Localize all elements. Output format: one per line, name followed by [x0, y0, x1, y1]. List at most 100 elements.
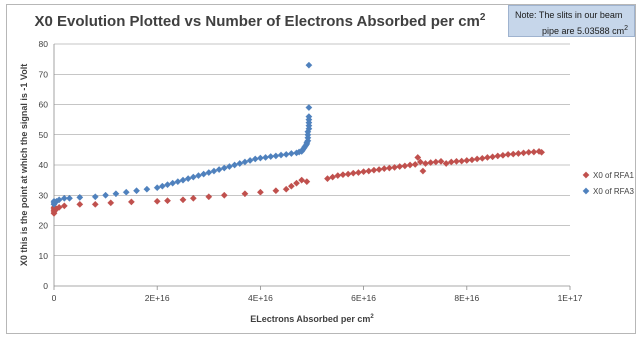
data-point	[339, 171, 347, 179]
data-point	[179, 196, 187, 204]
data-point	[414, 154, 422, 161]
legend-layer: X0 of RFA1 X0 of RFA3	[582, 171, 634, 196]
data-point	[458, 157, 466, 165]
data-point	[287, 150, 295, 157]
data-point	[385, 164, 393, 172]
data-point	[504, 151, 512, 158]
data-point	[499, 151, 507, 159]
data-point	[55, 203, 63, 211]
chart-frame	[6, 4, 636, 334]
x-tick-label: 2E+16	[145, 293, 170, 303]
data-point	[416, 158, 424, 166]
chart-title-text: X0 Evolution Plotted vs Number of Electr…	[34, 13, 480, 30]
data-point	[282, 185, 290, 193]
data-point	[272, 152, 280, 160]
chart-title: X0 Evolution Plotted vs Number of Electr…	[0, 12, 520, 30]
data-point	[355, 169, 362, 176]
data-point	[127, 198, 135, 206]
data-point	[530, 148, 538, 156]
y-axis-title: X0 this is the point at which the signal…	[19, 64, 29, 266]
note-line-2: pipe are 5.03588 cm	[542, 26, 625, 36]
data-point	[360, 168, 368, 176]
series-1	[50, 147, 546, 217]
series-layer	[50, 61, 546, 217]
data-point	[246, 157, 254, 164]
legend-marker	[582, 171, 590, 179]
data-point	[112, 190, 120, 198]
data-point	[122, 188, 130, 196]
data-point	[60, 202, 68, 210]
data-point	[525, 148, 533, 156]
legend-label: X0 of RFA1	[593, 171, 634, 180]
data-point	[489, 153, 497, 161]
data-point	[205, 193, 213, 201]
data-point	[473, 155, 481, 163]
data-point	[158, 182, 166, 190]
data-point	[215, 166, 223, 173]
y-tick-label: 80	[39, 39, 49, 49]
data-point	[509, 150, 517, 158]
data-point	[189, 173, 197, 181]
x-axis-title-superscript: 2	[370, 314, 374, 320]
data-point	[164, 197, 171, 205]
data-point	[411, 160, 419, 168]
data-point	[375, 166, 383, 173]
y-tick-label: 0	[43, 281, 48, 291]
x-tick-label: 1E+17	[558, 293, 583, 303]
data-point	[251, 155, 259, 163]
y-tick-label: 10	[39, 251, 49, 261]
data-point	[205, 169, 213, 176]
data-point	[153, 197, 161, 205]
data-point	[60, 194, 68, 202]
y-tick-label: 70	[39, 69, 49, 79]
data-point	[143, 185, 151, 193]
data-point	[164, 181, 171, 189]
data-point	[298, 176, 306, 184]
data-point	[236, 160, 244, 167]
data-point	[432, 158, 440, 166]
x-axis-title: ELectrons Absorbed per cm2	[250, 314, 374, 324]
note-line-2-wrapper: pipe are 5.03588 cm2	[515, 22, 628, 38]
data-point	[478, 154, 486, 162]
data-point	[305, 104, 313, 111]
data-point	[520, 149, 527, 157]
data-point	[437, 157, 445, 165]
legend-marker	[582, 187, 590, 195]
data-point	[133, 187, 140, 195]
data-point	[329, 173, 337, 181]
note-line-1: Note: The slits in our beam	[515, 10, 623, 20]
data-point	[169, 179, 177, 187]
data-point	[174, 178, 182, 186]
note-line-2-superscript: 2	[624, 25, 628, 32]
data-point	[447, 158, 455, 166]
x-tick-label: 8E+16	[454, 293, 479, 303]
data-point	[241, 190, 249, 198]
data-point	[76, 200, 84, 208]
data-point	[262, 154, 269, 161]
data-point	[419, 167, 427, 175]
x-tick-label: 4E+16	[248, 293, 273, 303]
data-point	[370, 166, 378, 174]
data-point	[365, 167, 373, 175]
data-point	[91, 193, 99, 201]
data-point	[195, 172, 202, 179]
data-point	[484, 154, 491, 161]
data-point	[272, 187, 280, 195]
data-point	[282, 151, 290, 158]
data-point	[380, 165, 388, 173]
data-point	[231, 161, 239, 169]
data-point	[277, 151, 285, 159]
data-point	[226, 163, 233, 170]
data-point	[514, 150, 522, 157]
data-point	[427, 159, 435, 166]
x-tick-label: 0	[52, 293, 57, 303]
data-point	[396, 163, 404, 170]
data-point	[102, 191, 110, 199]
data-point	[76, 193, 84, 201]
data-point	[107, 199, 115, 207]
y-tick-label: 40	[39, 160, 49, 170]
data-point	[494, 152, 502, 160]
data-point	[305, 61, 313, 69]
data-point	[344, 170, 352, 178]
